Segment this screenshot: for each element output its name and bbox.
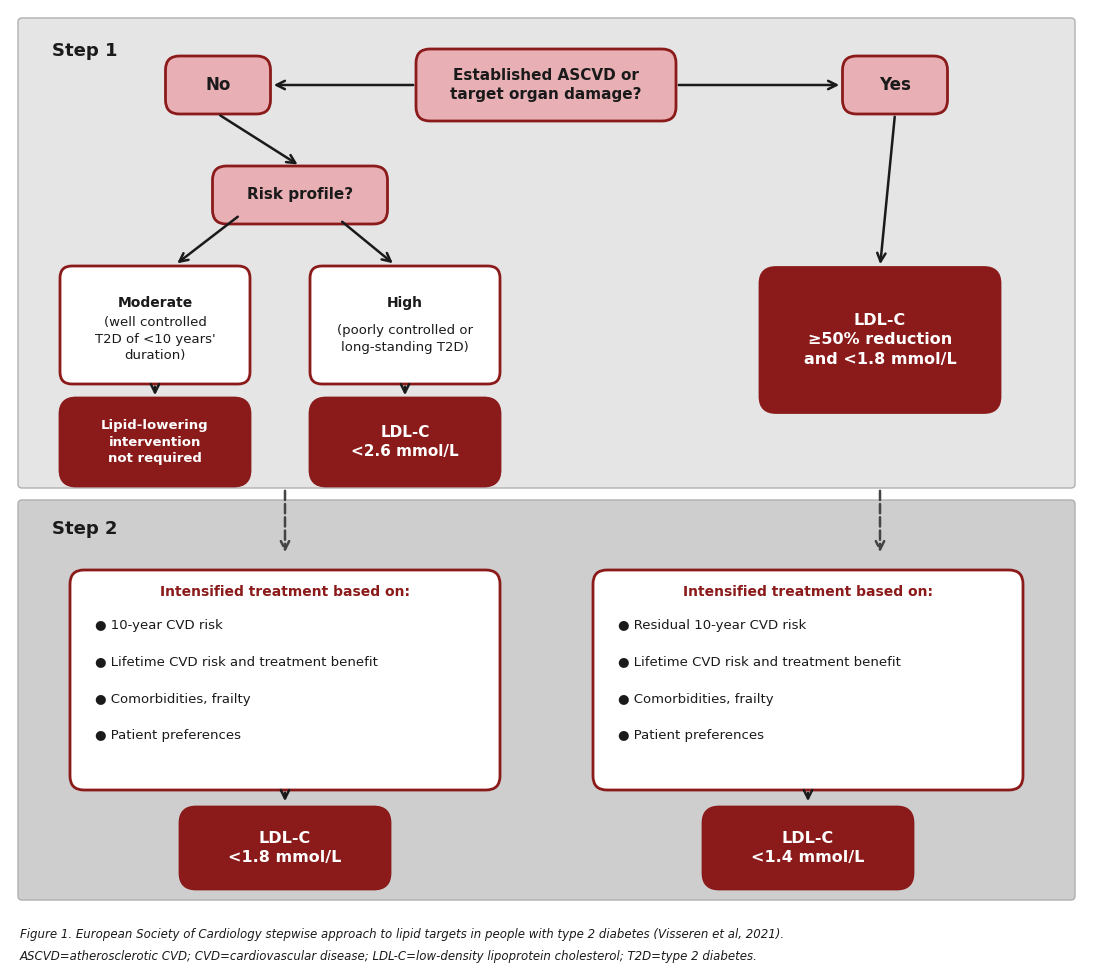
FancyBboxPatch shape (212, 166, 388, 224)
Text: LDL-C
<2.6 mmol/L: LDL-C <2.6 mmol/L (351, 424, 459, 459)
FancyBboxPatch shape (310, 266, 500, 384)
Text: Yes: Yes (879, 76, 910, 94)
Text: LDL-C
<1.8 mmol/L: LDL-C <1.8 mmol/L (228, 831, 342, 865)
FancyBboxPatch shape (593, 570, 1023, 790)
Text: (poorly controlled or
long-standing T2D): (poorly controlled or long-standing T2D) (337, 324, 473, 354)
FancyBboxPatch shape (843, 56, 948, 114)
Text: No: No (205, 76, 231, 94)
Text: LDL-C
<1.4 mmol/L: LDL-C <1.4 mmol/L (751, 831, 865, 865)
Text: Established ASCVD or
target organ damage?: Established ASCVD or target organ damage… (450, 67, 642, 102)
Text: ● Comorbidities, frailty: ● Comorbidities, frailty (618, 693, 774, 705)
Text: (well controlled
T2D of <10 years'
duration): (well controlled T2D of <10 years' durat… (95, 316, 215, 362)
Text: ● Lifetime CVD risk and treatment benefit: ● Lifetime CVD risk and treatment benefi… (618, 656, 901, 668)
FancyBboxPatch shape (310, 398, 500, 486)
FancyBboxPatch shape (60, 398, 250, 486)
Text: Step 2: Step 2 (52, 520, 118, 538)
Text: ● Lifetime CVD risk and treatment benefit: ● Lifetime CVD risk and treatment benefi… (95, 656, 378, 668)
Text: Figure 1. European Society of Cardiology stepwise approach to lipid targets in p: Figure 1. European Society of Cardiology… (20, 928, 784, 941)
Text: ● Comorbidities, frailty: ● Comorbidities, frailty (95, 693, 250, 705)
FancyBboxPatch shape (760, 268, 1000, 413)
FancyBboxPatch shape (703, 807, 913, 889)
Text: Moderate: Moderate (117, 296, 192, 310)
FancyBboxPatch shape (70, 570, 500, 790)
Text: High: High (387, 296, 423, 310)
Text: ● Patient preferences: ● Patient preferences (618, 730, 764, 742)
Text: ● Residual 10-year CVD risk: ● Residual 10-year CVD risk (618, 619, 807, 631)
Text: LDL-C
≥50% reduction
and <1.8 mmol/L: LDL-C ≥50% reduction and <1.8 mmol/L (803, 312, 956, 367)
Text: ASCVD=atherosclerotic CVD; CVD=cardiovascular disease; LDL-C=low-density lipopro: ASCVD=atherosclerotic CVD; CVD=cardiovas… (20, 950, 757, 963)
Text: ● 10-year CVD risk: ● 10-year CVD risk (95, 619, 223, 631)
Text: Intensified treatment based on:: Intensified treatment based on: (160, 585, 410, 599)
FancyBboxPatch shape (17, 500, 1076, 900)
FancyBboxPatch shape (165, 56, 270, 114)
Text: Lipid-lowering
intervention
not required: Lipid-lowering intervention not required (102, 419, 209, 465)
FancyBboxPatch shape (17, 18, 1076, 488)
Text: Step 1: Step 1 (52, 42, 118, 60)
FancyBboxPatch shape (60, 266, 250, 384)
Text: Risk profile?: Risk profile? (247, 188, 353, 202)
Text: Intensified treatment based on:: Intensified treatment based on: (683, 585, 933, 599)
FancyBboxPatch shape (416, 49, 675, 121)
Text: ● Patient preferences: ● Patient preferences (95, 730, 240, 742)
FancyBboxPatch shape (180, 807, 390, 889)
